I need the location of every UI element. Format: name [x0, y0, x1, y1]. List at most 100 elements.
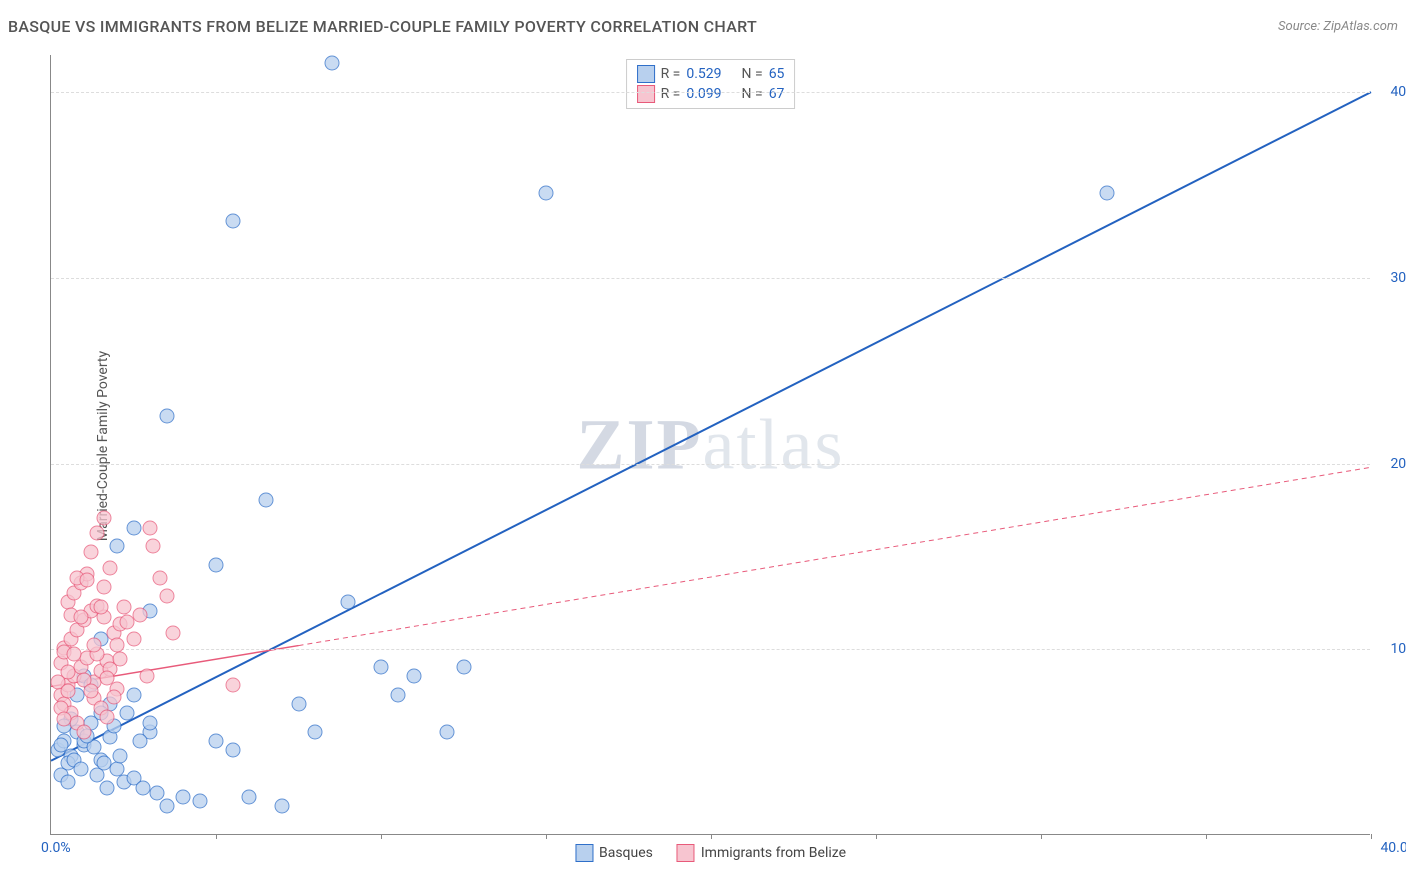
legend-label-1: Basques — [599, 845, 653, 861]
x-axis-end-label: 40.0% — [1380, 840, 1406, 856]
legend-swatch-blue — [637, 65, 655, 83]
data-point — [225, 214, 240, 229]
regression-lines-layer — [51, 55, 1371, 835]
y-tick-label: 40.0% — [1390, 84, 1406, 100]
x-axis-start-label: 0.0% — [41, 840, 71, 856]
data-point — [159, 409, 174, 424]
data-point — [90, 767, 105, 782]
data-point — [192, 793, 207, 808]
data-point — [209, 557, 224, 572]
data-point — [53, 737, 68, 752]
legend-swatch-icon — [677, 844, 695, 862]
data-point — [60, 775, 75, 790]
data-point — [539, 186, 554, 201]
data-point — [407, 669, 422, 684]
legend-r-value-1: 0.529 — [686, 66, 721, 82]
data-point — [308, 724, 323, 739]
data-point — [146, 539, 161, 554]
data-point — [258, 492, 273, 507]
data-point — [100, 710, 115, 725]
data-point — [126, 520, 141, 535]
scatter-plot: ZIPatlas R = 0.529 N = 65 R = 0.099 N = … — [50, 55, 1370, 835]
legend-item-1: Basques — [575, 844, 653, 862]
gridline — [51, 649, 1370, 650]
data-point — [159, 799, 174, 814]
gridline — [51, 278, 1370, 279]
data-point — [96, 511, 111, 526]
data-point — [57, 711, 72, 726]
y-tick-label: 10.0% — [1390, 641, 1406, 657]
data-point — [133, 607, 148, 622]
chart-title: BASQUE VS IMMIGRANTS FROM BELIZE MARRIED… — [8, 17, 757, 36]
x-tick — [216, 834, 217, 839]
legend-stats: R = 0.529 N = 65 R = 0.099 N = 67 — [626, 59, 796, 109]
data-point — [139, 669, 154, 684]
legend-stats-row-1: R = 0.529 N = 65 — [637, 64, 785, 84]
data-point — [113, 749, 128, 764]
data-point — [225, 743, 240, 758]
x-tick — [1041, 834, 1042, 839]
data-point — [275, 799, 290, 814]
gridline — [51, 92, 1370, 93]
data-point — [152, 570, 167, 585]
data-point — [67, 646, 82, 661]
data-point — [86, 637, 101, 652]
legend-swatch-pink — [637, 85, 655, 103]
data-point — [176, 789, 191, 804]
data-point — [60, 684, 75, 699]
data-point — [73, 762, 88, 777]
chart-header: BASQUE VS IMMIGRANTS FROM BELIZE MARRIED… — [8, 12, 1398, 40]
x-tick — [381, 834, 382, 839]
legend-label-2: Immigrants from Belize — [701, 845, 846, 861]
data-point — [456, 659, 471, 674]
data-point — [341, 594, 356, 609]
legend-series: Basques Immigrants from Belize — [575, 844, 846, 862]
data-point — [374, 659, 389, 674]
data-point — [96, 580, 111, 595]
data-point — [1100, 186, 1115, 201]
gridline — [51, 464, 1370, 465]
legend-r-value-2: 0.099 — [686, 86, 721, 102]
legend-n-value-2: 67 — [769, 86, 785, 102]
data-point — [110, 539, 125, 554]
data-point — [100, 780, 115, 795]
data-point — [106, 689, 121, 704]
legend-n-label: N = — [742, 66, 763, 82]
data-point — [83, 544, 98, 559]
data-point — [291, 697, 306, 712]
data-point — [149, 786, 164, 801]
data-point — [103, 561, 118, 576]
data-point — [225, 678, 240, 693]
data-point — [390, 687, 405, 702]
y-tick-label: 30.0% — [1390, 270, 1406, 286]
data-point — [93, 600, 108, 615]
data-point — [77, 724, 92, 739]
data-point — [159, 589, 174, 604]
data-point — [113, 652, 128, 667]
data-point — [110, 637, 125, 652]
data-point — [116, 600, 131, 615]
source-credit: Source: ZipAtlas.com — [1278, 19, 1398, 34]
data-point — [100, 671, 115, 686]
data-point — [90, 526, 105, 541]
y-tick-label: 20.0% — [1390, 456, 1406, 472]
x-tick — [711, 834, 712, 839]
data-point — [209, 734, 224, 749]
legend-r-label: R = — [661, 66, 681, 82]
data-point — [119, 615, 134, 630]
data-point — [80, 572, 95, 587]
legend-n-value-1: 65 — [769, 66, 785, 82]
data-point — [133, 734, 148, 749]
legend-stats-row-2: R = 0.099 N = 67 — [637, 84, 785, 104]
data-point — [73, 609, 88, 624]
x-tick — [1206, 834, 1207, 839]
data-point — [242, 789, 257, 804]
data-point — [324, 56, 339, 71]
data-point — [143, 715, 158, 730]
data-point — [440, 724, 455, 739]
data-point — [119, 706, 134, 721]
legend-n-label: N = — [742, 86, 763, 102]
x-tick — [876, 834, 877, 839]
regression-line — [299, 467, 1372, 645]
data-point — [126, 632, 141, 647]
